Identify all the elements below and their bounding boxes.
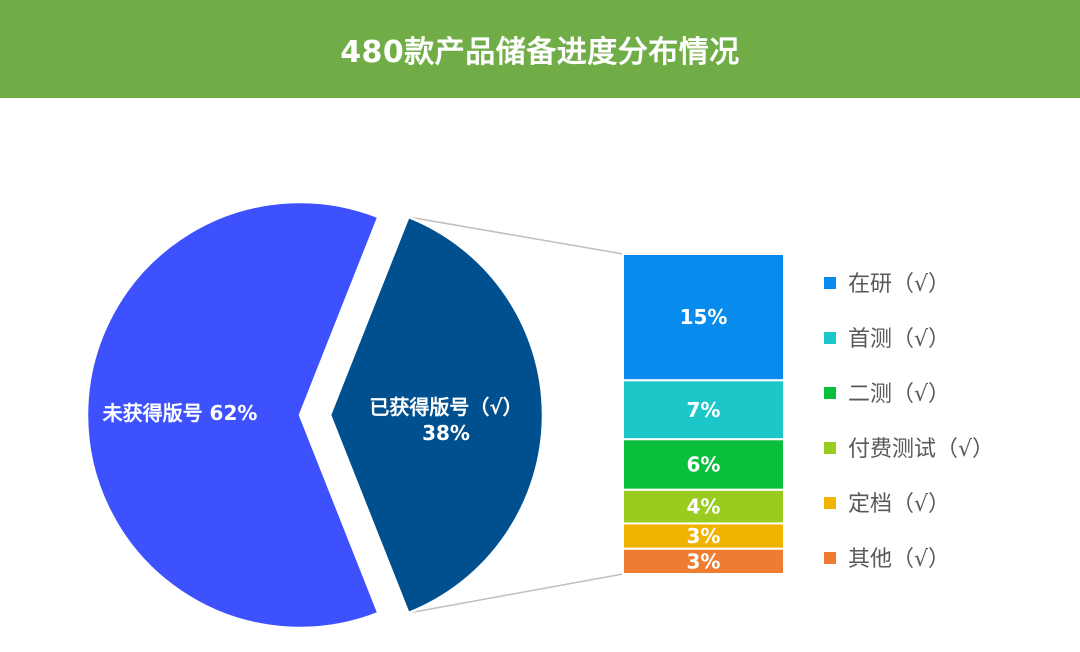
legend-label-2: 首测（√） [848, 327, 950, 352]
pie: 未获得版号 62% 已获得版号（√）38% [85, 200, 545, 630]
legend-swatch-4 [824, 442, 836, 454]
pie-label-licensed-name: 已获得版号（√） [369, 395, 522, 419]
bar-segment-1 [622, 253, 785, 382]
connector-line-top [408, 216, 624, 255]
pie-label-not-licensed: 未获得版号 62% [103, 401, 258, 425]
connector-line-bottom [408, 573, 624, 614]
legend: 在研（√） 首测（√） 二测（√） 付费测试（√） 定档（√） 其他（√） [824, 272, 994, 572]
bar-segment-label-6: 3% [687, 549, 721, 573]
bar-segment-6 [622, 547, 785, 575]
legend-swatch-1 [824, 277, 836, 289]
legend-swatch-6 [824, 552, 836, 564]
connector-lines [408, 216, 624, 614]
legend-label-1: 在研（√） [848, 272, 950, 297]
pie-of-bar-chart: 未获得版号 62% 已获得版号（√）38% 15% 7% 6% 4% 3%3% 在研（√）… [85, 200, 994, 630]
bar-segment-label-2: 7% [687, 398, 721, 422]
legend-label-4: 付费测试（√） [848, 437, 994, 462]
pie-slice-licensed [328, 215, 545, 615]
bar-segment-label-5: 3% [687, 524, 721, 548]
legend-label-5: 定档（√） [848, 492, 950, 517]
legend-swatch-2 [824, 332, 836, 344]
legend-swatch-3 [824, 387, 836, 399]
chart-title: 480款产品储备进度分布情况 [340, 35, 740, 70]
stacked-bar: 15% 7% 6% 4% 3%3% [622, 253, 785, 575]
bar-segment-2 [622, 379, 785, 441]
title-bar: 480款产品储备进度分布情况 [0, 0, 1080, 98]
legend-label-6: 其他（√） [848, 547, 950, 572]
legend-label-3: 二测（√） [848, 382, 950, 407]
legend-swatch-5 [824, 497, 836, 509]
bar-segment-label-3: 6% [687, 453, 721, 477]
pie-label-licensed-pct: 38% [422, 421, 470, 445]
bar-segment-label-1: 15% [680, 305, 728, 329]
bar-segment-label-4: 4% [687, 495, 721, 519]
pie-slice-not-licensed [85, 200, 381, 630]
